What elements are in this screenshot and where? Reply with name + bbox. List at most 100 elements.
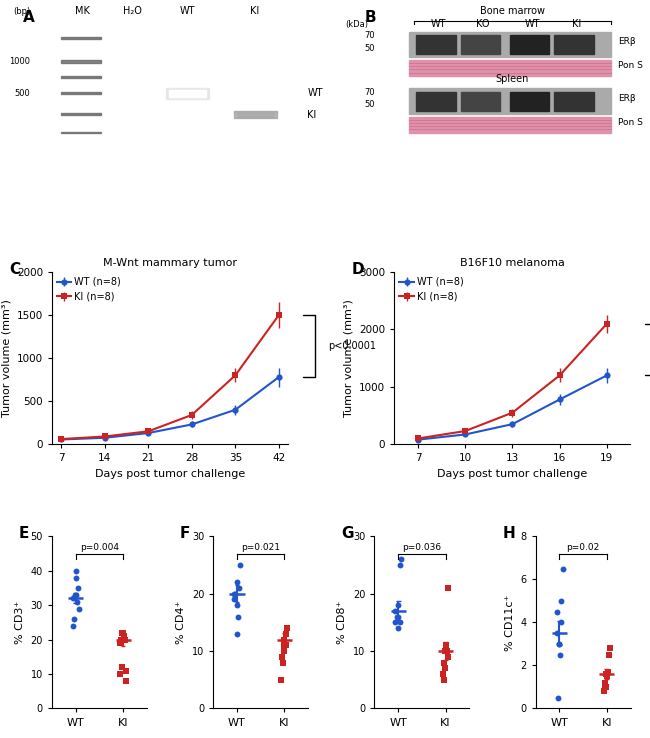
Text: Spleen: Spleen — [496, 74, 529, 84]
Point — [278, 645, 289, 657]
Point — [72, 582, 83, 594]
Text: C: C — [10, 262, 21, 277]
Point — [552, 692, 563, 703]
Text: 1000: 1000 — [10, 57, 31, 66]
Point — [554, 649, 565, 661]
Point — [116, 661, 127, 673]
Point — [437, 668, 448, 680]
Point — [390, 616, 400, 628]
Point — [280, 639, 291, 651]
Text: p=0.021: p=0.021 — [241, 542, 280, 552]
Text: Bone marrow: Bone marrow — [480, 6, 545, 15]
Bar — [409, 117, 611, 133]
Text: p<0.0001: p<0.0001 — [328, 341, 376, 351]
Point — [443, 582, 453, 594]
Bar — [461, 35, 500, 54]
Point — [276, 674, 287, 686]
Text: E: E — [19, 526, 29, 541]
Bar — [233, 111, 277, 118]
Y-axis label: Tumor volume (mm³): Tumor volume (mm³) — [344, 299, 354, 417]
Point — [233, 611, 244, 623]
Text: KI: KI — [307, 110, 317, 120]
Bar — [237, 112, 274, 117]
Text: (bp): (bp) — [13, 7, 31, 15]
Bar — [61, 77, 101, 78]
Text: WT: WT — [179, 6, 195, 15]
Text: H: H — [502, 526, 515, 541]
Point — [121, 665, 131, 677]
Point — [600, 677, 610, 689]
Point — [554, 638, 564, 650]
Text: (kDa): (kDa) — [345, 20, 368, 29]
Text: p=0.02: p=0.02 — [566, 542, 600, 552]
Text: H₂O: H₂O — [123, 6, 142, 15]
Bar — [510, 92, 549, 111]
Point — [229, 593, 239, 605]
Point — [439, 663, 450, 675]
Text: Pon S: Pon S — [618, 61, 643, 70]
Point — [279, 634, 289, 646]
Y-axis label: % CD4⁺: % CD4⁺ — [176, 601, 187, 644]
Point — [556, 616, 566, 628]
Point — [440, 645, 450, 657]
Bar — [61, 92, 101, 94]
Point — [68, 620, 78, 632]
Point — [443, 651, 454, 663]
Text: ERβ: ERβ — [618, 94, 636, 103]
Text: p=0.036: p=0.036 — [402, 542, 441, 552]
Point — [68, 593, 78, 604]
Point — [604, 642, 615, 654]
Point — [439, 657, 449, 669]
Bar — [417, 35, 456, 54]
Bar — [166, 88, 209, 99]
Point — [115, 668, 125, 680]
Point — [278, 651, 288, 663]
Bar — [169, 90, 206, 97]
X-axis label: Days post tumor challenge: Days post tumor challenge — [437, 469, 588, 479]
Point — [70, 565, 81, 576]
Text: ERβ: ERβ — [618, 37, 636, 46]
Bar — [409, 60, 611, 76]
Point — [390, 605, 400, 617]
Point — [72, 596, 83, 607]
Point — [393, 622, 404, 634]
Point — [233, 582, 244, 594]
Point — [116, 634, 126, 646]
Point — [395, 559, 405, 571]
Y-axis label: % CD11c⁺: % CD11c⁺ — [505, 594, 515, 651]
Point — [70, 589, 81, 601]
Point — [557, 562, 567, 574]
Text: Pon S: Pon S — [618, 118, 643, 127]
Point — [73, 603, 84, 615]
Point — [393, 599, 404, 611]
Title: M-Wnt mammary tumor: M-Wnt mammary tumor — [103, 258, 237, 269]
Text: KI: KI — [250, 6, 260, 15]
Y-axis label: % CD8⁺: % CD8⁺ — [337, 601, 348, 644]
Bar — [461, 92, 500, 111]
Point — [70, 589, 81, 601]
Bar — [417, 92, 456, 111]
Point — [281, 628, 292, 640]
Point — [71, 572, 81, 584]
Y-axis label: % CD3⁺: % CD3⁺ — [15, 601, 25, 644]
Point — [391, 611, 402, 623]
Point — [441, 645, 452, 657]
Bar — [409, 32, 611, 57]
Text: MK: MK — [75, 6, 90, 15]
Point — [69, 613, 79, 625]
Point — [395, 616, 405, 628]
Point — [604, 649, 614, 661]
Point — [117, 627, 127, 638]
Text: 50: 50 — [364, 100, 374, 109]
Text: WT: WT — [307, 88, 323, 98]
Point — [556, 595, 566, 607]
Point — [278, 657, 288, 669]
X-axis label: Days post tumor challenge: Days post tumor challenge — [95, 469, 245, 479]
Title: B16F10 melanoma: B16F10 melanoma — [460, 258, 565, 269]
Point — [554, 638, 565, 650]
Point — [230, 587, 240, 599]
Bar — [409, 89, 611, 114]
Text: B: B — [365, 10, 376, 24]
Point — [601, 681, 611, 693]
Text: WT: WT — [525, 19, 540, 29]
